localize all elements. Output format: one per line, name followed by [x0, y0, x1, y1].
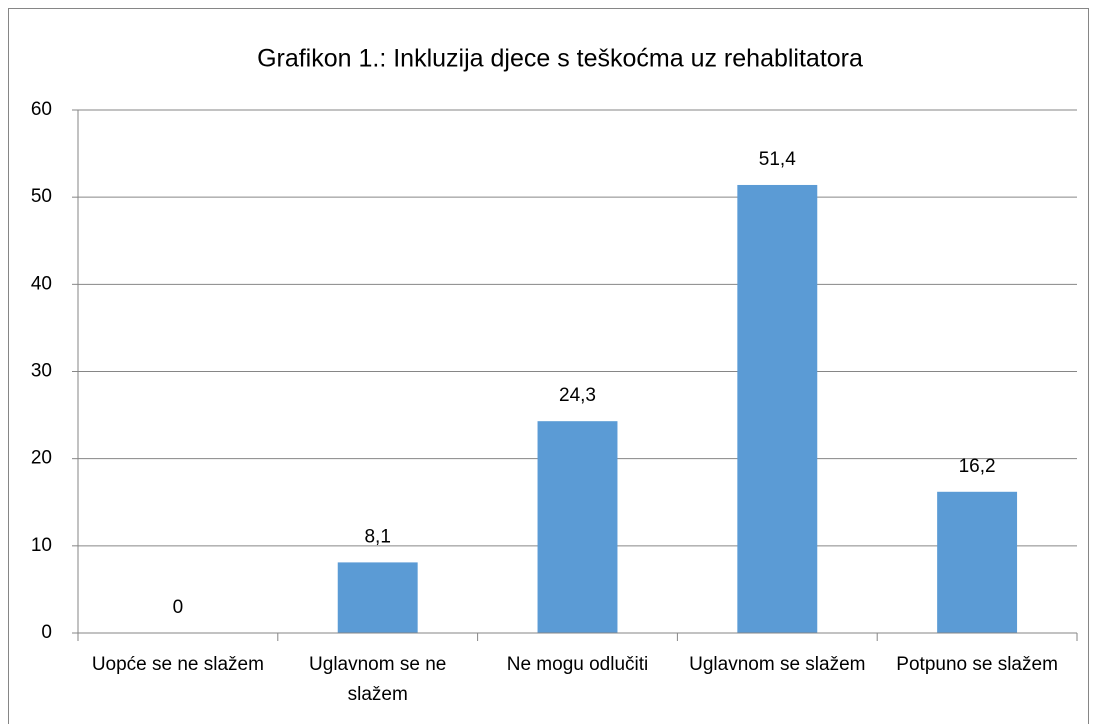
- x-tick-label: Ne mogu odlučiti: [506, 654, 649, 675]
- data-label: 8,1: [364, 526, 390, 547]
- data-label: 51,4: [759, 149, 796, 170]
- chart-title: Grafikon 1.: Inkluzija djece s teškoćma …: [257, 45, 863, 73]
- y-tick-label: 50: [31, 186, 52, 207]
- x-tick-label: Potpuno se slažem: [896, 654, 1058, 675]
- data-label: 16,2: [959, 456, 996, 477]
- y-tick-label: 0: [41, 622, 52, 643]
- y-tick-label: 60: [31, 99, 52, 120]
- bar: [937, 491, 1018, 633]
- x-tick-label: Uglavnom se ne slažem: [309, 654, 447, 705]
- bar: [537, 421, 618, 633]
- data-label: 24,3: [559, 385, 596, 406]
- y-tick-label: 10: [31, 535, 52, 556]
- chart-border: [8, 8, 1089, 724]
- y-tick-label: 40: [31, 273, 52, 294]
- y-tick-label: 30: [31, 361, 52, 382]
- y-tick-label: 20: [31, 448, 52, 469]
- x-tick-label: Uopće se ne slažem: [91, 654, 264, 675]
- x-tick-label: Uglavnom se slažem: [689, 654, 866, 675]
- bar: [337, 562, 418, 633]
- data-label: 0: [173, 597, 184, 618]
- bar: [737, 184, 818, 634]
